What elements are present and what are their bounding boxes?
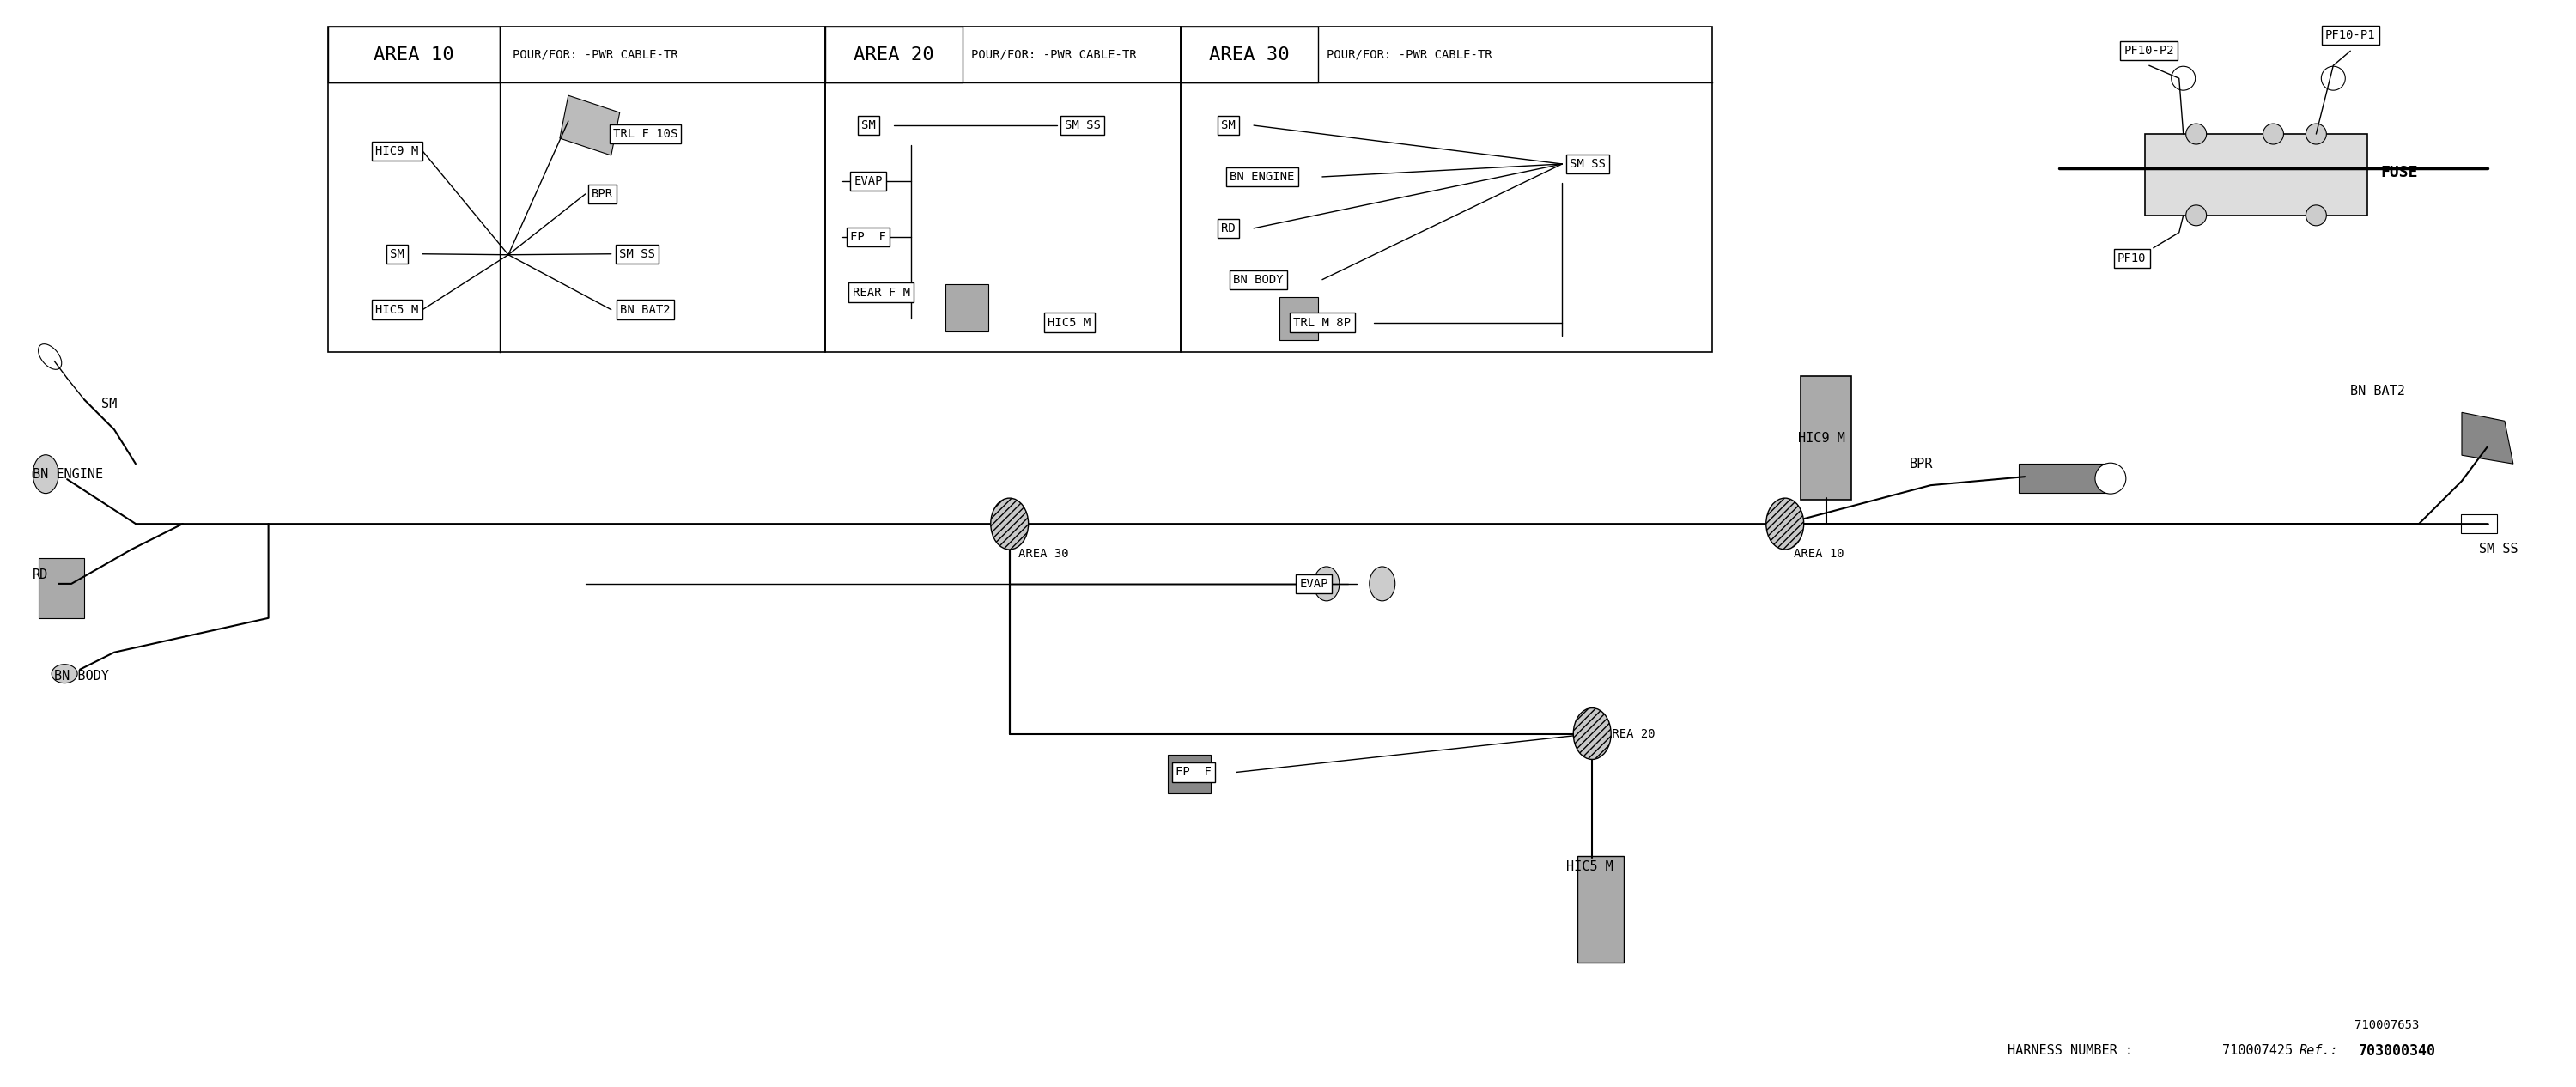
Text: TRL M 8P: TRL M 8P — [1293, 316, 1350, 328]
Text: PF10-P1: PF10-P1 — [2326, 29, 2375, 41]
Text: BN ENGINE: BN ENGINE — [33, 467, 103, 480]
Text: TRL F 10S: TRL F 10S — [613, 128, 677, 140]
FancyBboxPatch shape — [2020, 464, 2107, 492]
Text: POUR/FOR: -PWR CABLE-TR: POUR/FOR: -PWR CABLE-TR — [971, 48, 1136, 60]
Text: Ref.:: Ref.: — [2298, 1045, 2339, 1058]
FancyBboxPatch shape — [1577, 857, 1623, 962]
Bar — [1180, 27, 1319, 83]
Circle shape — [2264, 124, 2282, 145]
Polygon shape — [2146, 134, 2367, 215]
Circle shape — [2094, 463, 2125, 493]
FancyBboxPatch shape — [1801, 376, 1852, 500]
Text: AREA 10: AREA 10 — [374, 47, 453, 64]
Text: PF10-P2: PF10-P2 — [2123, 45, 2174, 57]
Text: RD: RD — [1221, 222, 1236, 234]
Text: SM: SM — [1221, 120, 1236, 132]
Text: BN BODY: BN BODY — [54, 670, 108, 683]
Text: EVAP: EVAP — [1298, 578, 1329, 590]
Circle shape — [2321, 66, 2344, 90]
Ellipse shape — [1574, 708, 1610, 760]
Text: HIC9 M: HIC9 M — [376, 145, 417, 158]
Ellipse shape — [52, 664, 77, 683]
Text: REAR F M: REAR F M — [853, 287, 909, 299]
Polygon shape — [39, 558, 85, 619]
Text: HIC5 M: HIC5 M — [1566, 860, 1613, 873]
Bar — [824, 27, 963, 83]
Polygon shape — [559, 96, 621, 155]
Text: HIC5 M: HIC5 M — [1048, 316, 1092, 328]
Text: BN BAT2: BN BAT2 — [2349, 385, 2406, 398]
Bar — [327, 27, 824, 352]
Circle shape — [2306, 205, 2326, 226]
Ellipse shape — [1767, 498, 1803, 550]
Text: SM SS: SM SS — [2478, 544, 2519, 555]
Text: AREA 10: AREA 10 — [1793, 548, 1844, 560]
Text: 703000340: 703000340 — [2360, 1042, 2437, 1059]
Circle shape — [2172, 66, 2195, 90]
FancyBboxPatch shape — [2460, 514, 2496, 534]
Polygon shape — [945, 284, 989, 332]
Bar — [1180, 27, 1713, 352]
Bar — [824, 27, 1180, 352]
Text: POUR/FOR: -PWR CABLE-TR: POUR/FOR: -PWR CABLE-TR — [513, 48, 677, 60]
Text: BN ENGINE: BN ENGINE — [1229, 171, 1296, 183]
Text: FUSE: FUSE — [2380, 165, 2419, 180]
Text: SM: SM — [100, 398, 116, 410]
Text: HIC9 M: HIC9 M — [1798, 432, 1844, 445]
Text: HARNESS NUMBER :: HARNESS NUMBER : — [2007, 1045, 2133, 1058]
Circle shape — [2187, 205, 2208, 226]
Text: SM SS: SM SS — [618, 248, 654, 260]
Text: SM SS: SM SS — [1064, 120, 1100, 132]
Text: AREA 30: AREA 30 — [1018, 548, 1069, 560]
Text: POUR/FOR: -PWR CABLE-TR: POUR/FOR: -PWR CABLE-TR — [1327, 48, 1492, 60]
Text: HIC5 M: HIC5 M — [376, 303, 417, 315]
Text: BN BAT2: BN BAT2 — [621, 303, 670, 315]
Text: SM: SM — [389, 248, 404, 260]
Ellipse shape — [39, 343, 62, 370]
Polygon shape — [1280, 297, 1319, 339]
Text: 710007425: 710007425 — [2223, 1045, 2293, 1058]
Text: SM: SM — [860, 120, 876, 132]
Circle shape — [2187, 124, 2208, 145]
Text: BPR: BPR — [1909, 458, 1932, 471]
Polygon shape — [1167, 755, 1211, 794]
Text: AREA 30: AREA 30 — [1208, 47, 1291, 64]
Bar — [327, 27, 500, 83]
Text: FP  F: FP F — [1175, 766, 1211, 778]
Text: AREA 20: AREA 20 — [853, 47, 935, 64]
Circle shape — [2306, 124, 2326, 145]
Text: EVAP: EVAP — [853, 175, 884, 187]
Text: RD: RD — [33, 569, 49, 582]
Ellipse shape — [1370, 566, 1396, 601]
Ellipse shape — [33, 454, 59, 493]
Text: 710007653: 710007653 — [2354, 1019, 2419, 1030]
Text: BN BODY: BN BODY — [1234, 274, 1283, 286]
Text: BPR: BPR — [592, 188, 613, 200]
Text: SM SS: SM SS — [1569, 158, 1605, 170]
Text: PF10: PF10 — [2117, 252, 2146, 264]
Ellipse shape — [992, 498, 1028, 550]
Polygon shape — [2463, 412, 2514, 464]
Text: FP  F: FP F — [850, 230, 886, 242]
Ellipse shape — [1314, 566, 1340, 601]
Text: AREA 20: AREA 20 — [1605, 727, 1656, 739]
